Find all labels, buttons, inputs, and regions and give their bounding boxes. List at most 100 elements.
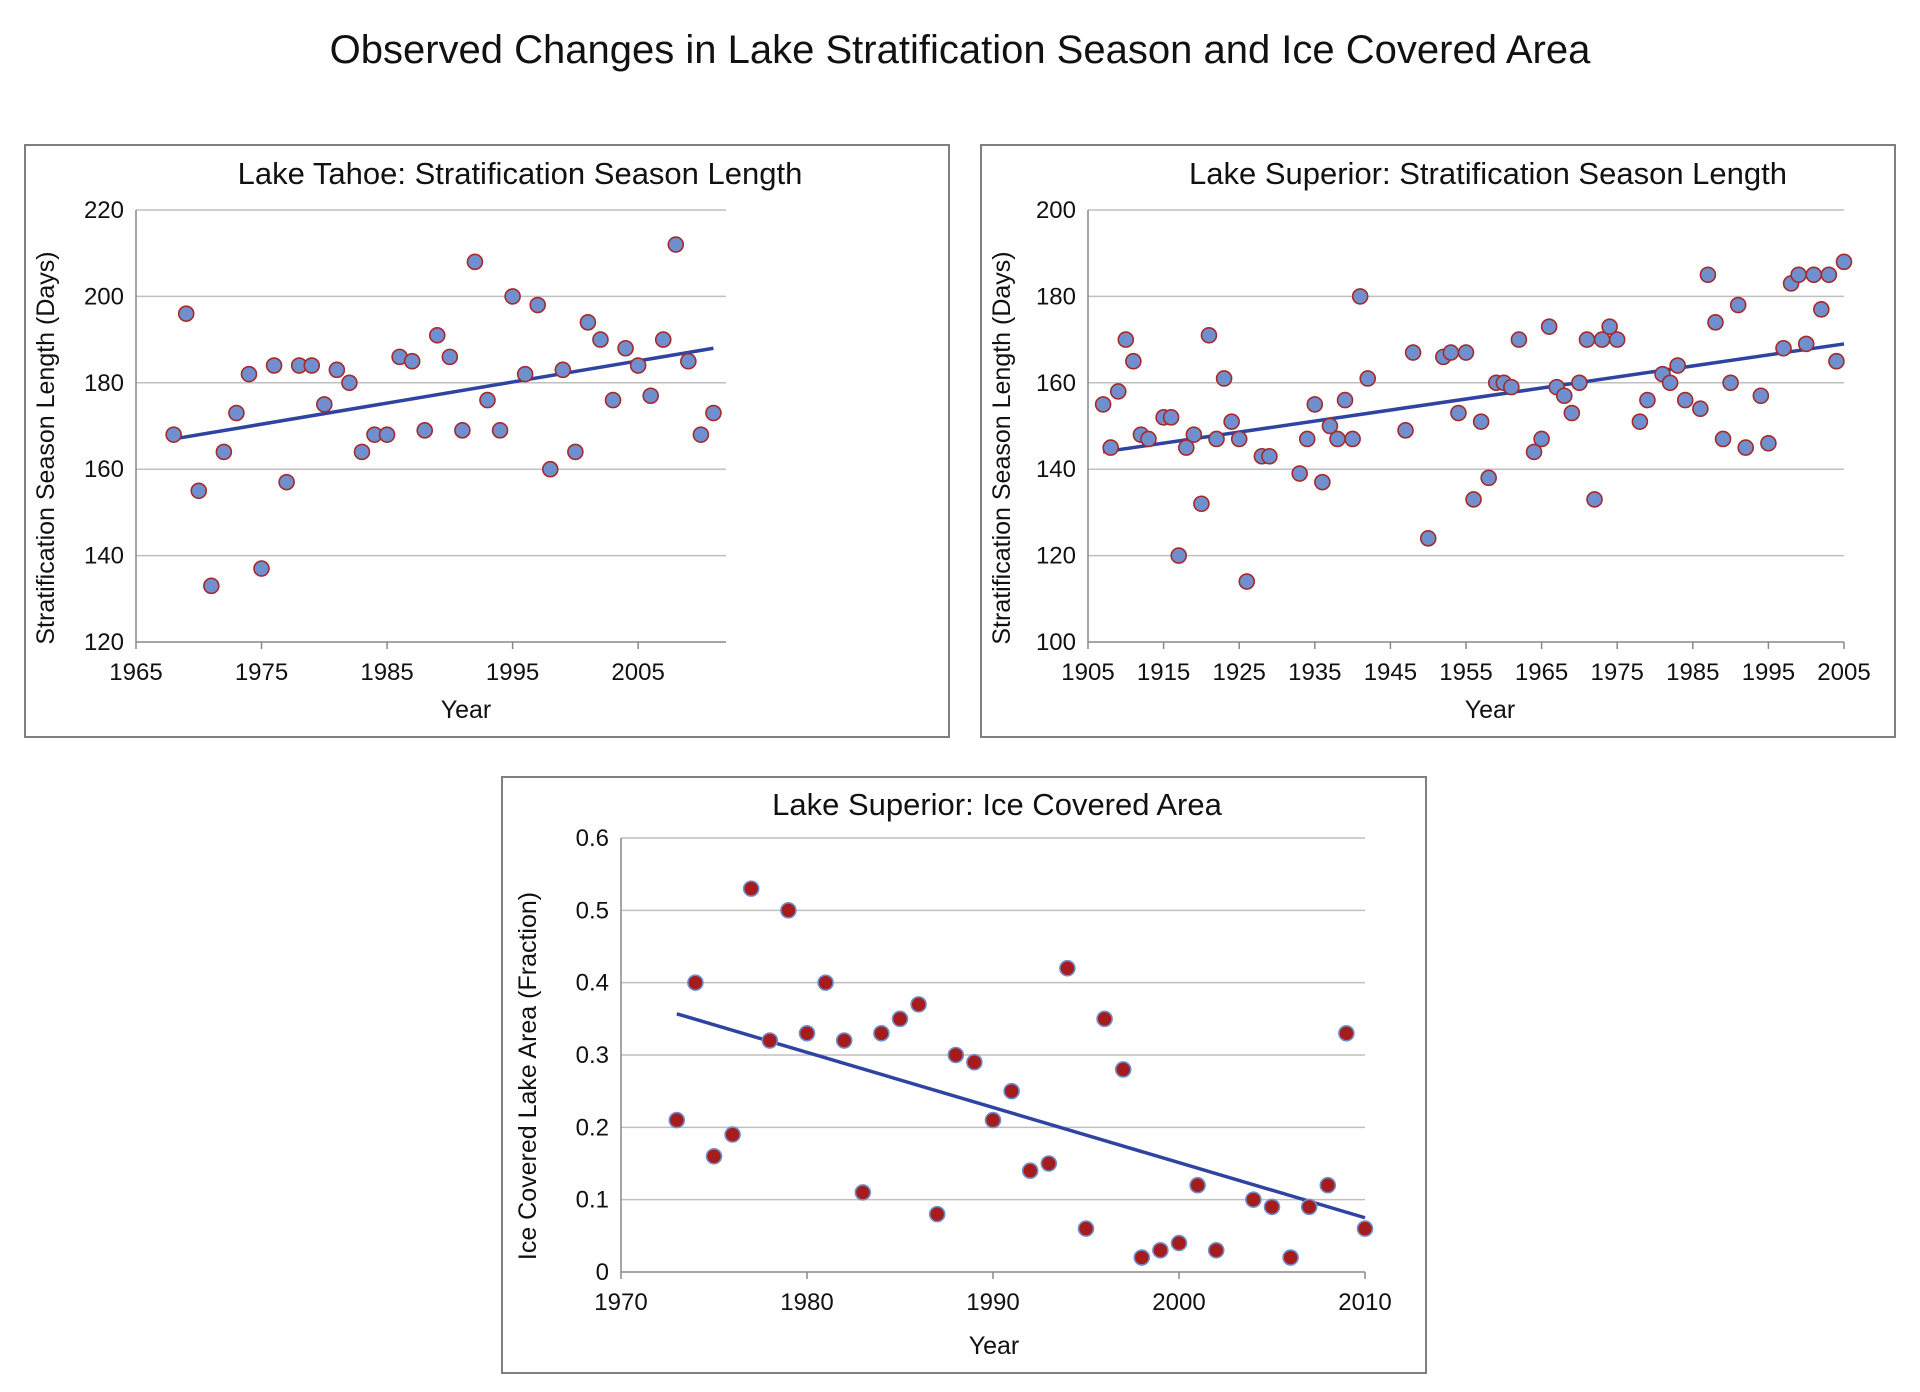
data-point [253, 560, 270, 577]
data-point [479, 391, 496, 409]
data-point [680, 352, 697, 370]
data-point [1003, 1082, 1020, 1100]
x-tick-label: 1985 [1666, 659, 1719, 686]
data-point [1125, 352, 1142, 370]
trend-line [173, 346, 714, 441]
data-point [1835, 253, 1853, 271]
data-point [1419, 530, 1437, 547]
data-point [1555, 387, 1573, 405]
data-point [1601, 318, 1618, 335]
data-point [203, 577, 220, 595]
x-tick-label: 1955 [1439, 659, 1492, 686]
y-axis-label: Ice Covered Lake Area (Fraction) [514, 892, 542, 1260]
data-point [428, 326, 446, 344]
y-axis-label: Stratification Season Length (Days) [32, 251, 60, 644]
data-point [1397, 422, 1414, 439]
data-point [177, 305, 195, 322]
data-point [604, 391, 622, 409]
data-point [1117, 331, 1135, 348]
x-tick-label: 2010 [1338, 1289, 1391, 1316]
data-point [1760, 434, 1777, 452]
data-point [1692, 400, 1709, 418]
y-tick-label: 0.2 [576, 1114, 609, 1141]
y-tick-label: 180 [1036, 283, 1076, 310]
panel-title: Lake Tahoe: Stratification Season Length [238, 156, 803, 191]
data-point [1356, 1220, 1374, 1237]
y-tick-label: 0.3 [576, 1042, 609, 1069]
data-point [403, 352, 421, 370]
x-tick-label: 1915 [1137, 659, 1190, 686]
y-tick-label: 200 [84, 283, 124, 310]
data-point [1300, 1198, 1318, 1216]
data-point [303, 357, 321, 374]
data-point [1298, 430, 1316, 448]
y-tick-label: 200 [1036, 197, 1076, 224]
panel-title: Lake Superior: Ice Covered Area [772, 787, 1223, 822]
data-point [780, 902, 797, 919]
data-point [724, 1126, 741, 1143]
data-point [1223, 413, 1240, 430]
data-point [1790, 266, 1807, 284]
trend-line [676, 1012, 1366, 1220]
data-point [1752, 387, 1770, 405]
panel-frame [980, 144, 1896, 738]
data-point [1261, 447, 1278, 465]
data-point [1707, 314, 1724, 331]
data-point [1571, 374, 1588, 392]
data-point [1813, 301, 1830, 318]
data-point [1639, 391, 1656, 409]
data-point [667, 236, 685, 253]
data-point [592, 331, 609, 348]
data-point [1114, 1061, 1132, 1078]
y-tick-label: 140 [84, 543, 124, 570]
data-point [1533, 430, 1550, 448]
y-tick-label: 120 [1036, 543, 1076, 570]
data-point [491, 422, 509, 439]
x-tick-label: 2005 [611, 659, 664, 686]
x-tick-label: 1945 [1364, 659, 1417, 686]
data-point [567, 443, 584, 461]
data-point [705, 1147, 723, 1165]
data-point [1306, 396, 1324, 413]
x-axis-label: Year [441, 696, 492, 724]
data-point [190, 482, 208, 500]
y-tick-label: 0.6 [576, 825, 609, 852]
data-point [1578, 331, 1596, 348]
data-point [1699, 266, 1717, 284]
data-point [1314, 473, 1331, 491]
chart-lake-superior-ice-cover: Lake Superior: Ice Covered Area 0 0.1 0.2 0… [501, 776, 1427, 1374]
data-point [1170, 547, 1188, 564]
x-tick-label: 2000 [1152, 1289, 1205, 1316]
data-point [1263, 1198, 1281, 1216]
data-point [1442, 344, 1460, 361]
data-point [1215, 370, 1233, 387]
x-tick-label: 1995 [486, 659, 539, 686]
y-tick-label: 160 [84, 456, 124, 483]
data-point [1540, 318, 1558, 335]
y-tick-label: 160 [1036, 370, 1076, 397]
x-tick-label: 1975 [235, 659, 288, 686]
x-tick-label: 1995 [1742, 659, 1795, 686]
data-point [1608, 331, 1626, 348]
data-point [687, 974, 704, 991]
data-point [1096, 1010, 1113, 1028]
panel-frame [501, 776, 1427, 1374]
data-point [1737, 439, 1755, 456]
data-point [378, 426, 396, 443]
data-point [328, 361, 346, 379]
data-point [240, 365, 258, 383]
data-point [928, 1205, 946, 1223]
y-axis-label: Stratification Season Length (Days) [988, 251, 1016, 644]
data-point [416, 422, 434, 439]
data-point [642, 387, 659, 405]
data-point [1245, 1191, 1262, 1208]
data-point [705, 404, 722, 422]
data-point [1059, 959, 1076, 977]
data-point [529, 296, 547, 314]
data-point [1661, 374, 1679, 392]
data-point [353, 443, 371, 461]
data-point [966, 1053, 983, 1071]
data-point [1177, 439, 1195, 456]
data-point [1676, 391, 1694, 409]
data-point [835, 1032, 853, 1049]
